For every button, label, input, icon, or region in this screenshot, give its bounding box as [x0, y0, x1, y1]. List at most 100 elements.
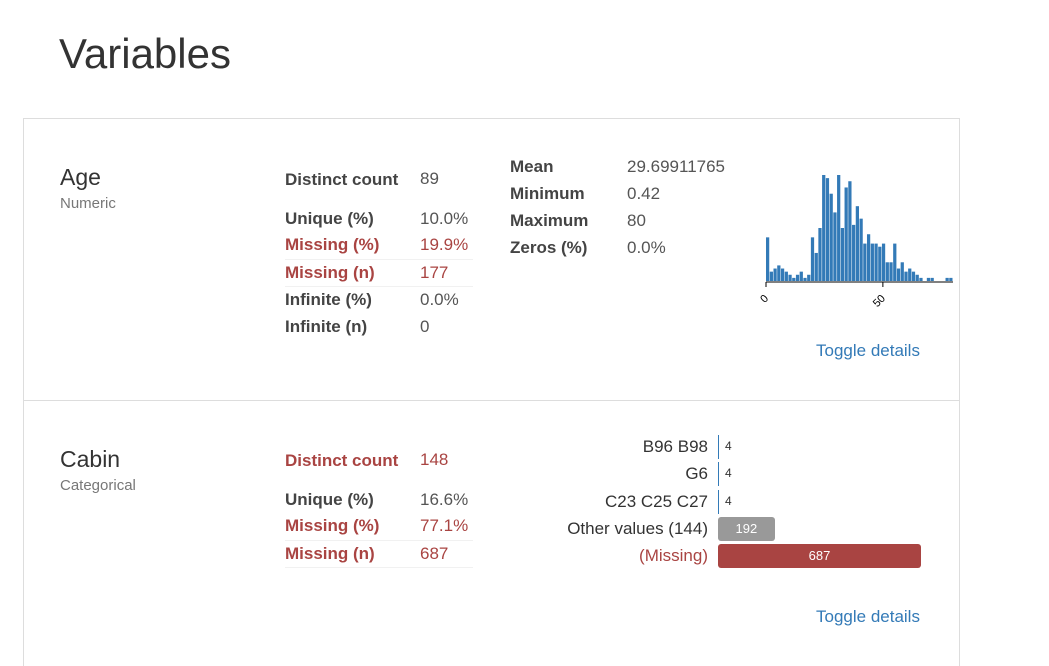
histogram-bar: [807, 274, 811, 281]
histogram-bar: [926, 277, 931, 281]
histogram-bar: [893, 243, 897, 281]
histogram-bar: [792, 277, 796, 281]
stat-row: Unique (%) 10.0%: [285, 205, 473, 232]
histogram-bar: [844, 187, 848, 281]
toggle-details-cabin[interactable]: Toggle details: [816, 607, 920, 626]
stat-value: 0.42: [627, 183, 661, 203]
stat-value: 148: [420, 450, 449, 469]
stat-label: Infinite (n): [285, 316, 368, 336]
stat-label: Missing (%): [285, 516, 380, 536]
histogram-bar: [855, 206, 859, 281]
histogram-bar: [829, 193, 833, 281]
histogram-bar: [949, 277, 953, 281]
histogram-bar: [825, 178, 830, 281]
histogram-bar: [766, 237, 770, 281]
stat-row: Mean 29.69911765: [510, 153, 740, 180]
freq-bar-missing: 687: [718, 544, 921, 568]
variable-type-age: Numeric: [60, 195, 116, 212]
histogram-bar: [908, 268, 912, 281]
histogram-bar: [859, 218, 863, 281]
stat-value: 0: [420, 316, 430, 336]
histogram-bar: [889, 262, 893, 281]
stat-row: Minimum 0.42: [510, 180, 740, 207]
stat-label: Missing (n): [285, 258, 420, 287]
histogram-bar: [773, 268, 777, 281]
freq-label: Other values (144): [567, 518, 708, 538]
freq-label: B96 B98: [642, 437, 708, 456]
histogram-bar: [919, 277, 923, 281]
stat-value: 19.9%: [420, 235, 469, 255]
histogram-bar: [904, 271, 908, 281]
histogram-bar: [848, 181, 852, 281]
histogram-bar: [878, 246, 882, 281]
freq-bar: [718, 462, 719, 487]
stat-value: 16.6%: [420, 489, 469, 509]
stat-value: 0.0%: [627, 237, 666, 257]
stat-value: 10.0%: [420, 208, 469, 228]
histogram-tick-label: 50: [871, 293, 888, 310]
histogram-bar: [911, 271, 916, 281]
histogram-bar: [803, 277, 807, 281]
age-stats-table: Distinct count 89 Unique (%) 10.0% Missi…: [285, 153, 473, 340]
freq-label: (Missing): [639, 546, 708, 565]
stat-value: 0.0%: [420, 289, 459, 309]
histogram-bar: [814, 252, 818, 281]
freq-label: C23 C25 C27: [604, 491, 708, 511]
histogram-bar: [852, 224, 856, 281]
stat-row: Infinite (%) 0.0%: [285, 286, 473, 313]
stat-value: 29.69911765: [627, 156, 726, 176]
freq-bar: [718, 489, 719, 514]
age-histogram: 0 50: [758, 175, 953, 310]
histogram-bar: [870, 243, 874, 281]
stat-label: Infinite (%): [285, 289, 372, 309]
stat-row-alert: Missing (n) 687: [285, 539, 473, 568]
variable-name-cabin: Cabin: [60, 446, 121, 472]
freq-count: 4: [725, 439, 732, 453]
stat-label: Unique (%): [285, 208, 374, 228]
histogram-bar: [900, 262, 904, 281]
stat-label: Maximum: [510, 210, 589, 230]
row-divider: [24, 400, 959, 401]
cabin-stats-table: Distinct count 148 Unique (%) 16.6% Miss…: [285, 434, 473, 568]
histogram-bar: [822, 175, 826, 281]
stat-row-alert: Missing (%) 77.1%: [285, 513, 473, 540]
histogram-bar: [874, 243, 878, 281]
histogram-bar: [896, 268, 901, 281]
histogram-bar: [799, 271, 803, 281]
histogram-bar: [780, 268, 785, 281]
toggle-details-age[interactable]: Toggle details: [816, 341, 920, 360]
stat-label: Distinct count: [285, 169, 399, 189]
histogram-bar: [945, 277, 949, 281]
stat-row: Unique (%) 16.6%: [285, 486, 473, 513]
stat-row: Distinct count 89: [285, 153, 473, 205]
histogram-bar: [837, 175, 841, 281]
stat-row: Zeros (%) 0.0%: [510, 234, 740, 261]
freq-bar: [718, 435, 719, 459]
stat-label: Unique (%): [285, 489, 374, 509]
histogram-bar: [777, 265, 781, 281]
freq-count: 4: [725, 466, 732, 481]
histogram-bar: [788, 274, 792, 281]
stat-label: Missing (%): [285, 235, 380, 255]
histogram-tick-label: 0: [758, 293, 771, 306]
stat-value: 177: [420, 258, 473, 287]
variable-type-cabin: Categorical: [60, 477, 136, 494]
freq-label: G6: [685, 464, 708, 484]
stat-label: Mean: [510, 156, 554, 176]
histogram-bar: [810, 237, 815, 281]
histogram-bar: [769, 271, 773, 281]
freq-bar-other: 192: [718, 516, 775, 541]
stat-value: 89: [420, 169, 439, 188]
stat-value: 687: [420, 539, 473, 568]
age-summary-table: Mean 29.69911765 Minimum 0.42 Maximum 80…: [510, 153, 740, 261]
histogram-bar: [833, 212, 837, 281]
histogram-bar: [885, 262, 889, 281]
stat-row-alert: Distinct count 148: [285, 434, 473, 486]
histogram-bar: [863, 243, 867, 281]
histogram-bar: [930, 277, 934, 281]
stat-row-alert: Missing (n) 177: [285, 258, 473, 287]
stat-row: Infinite (n) 0: [285, 313, 473, 340]
page-title: Variables: [59, 30, 231, 77]
histogram-bar: [840, 228, 845, 281]
stat-value: 77.1%: [420, 516, 469, 536]
